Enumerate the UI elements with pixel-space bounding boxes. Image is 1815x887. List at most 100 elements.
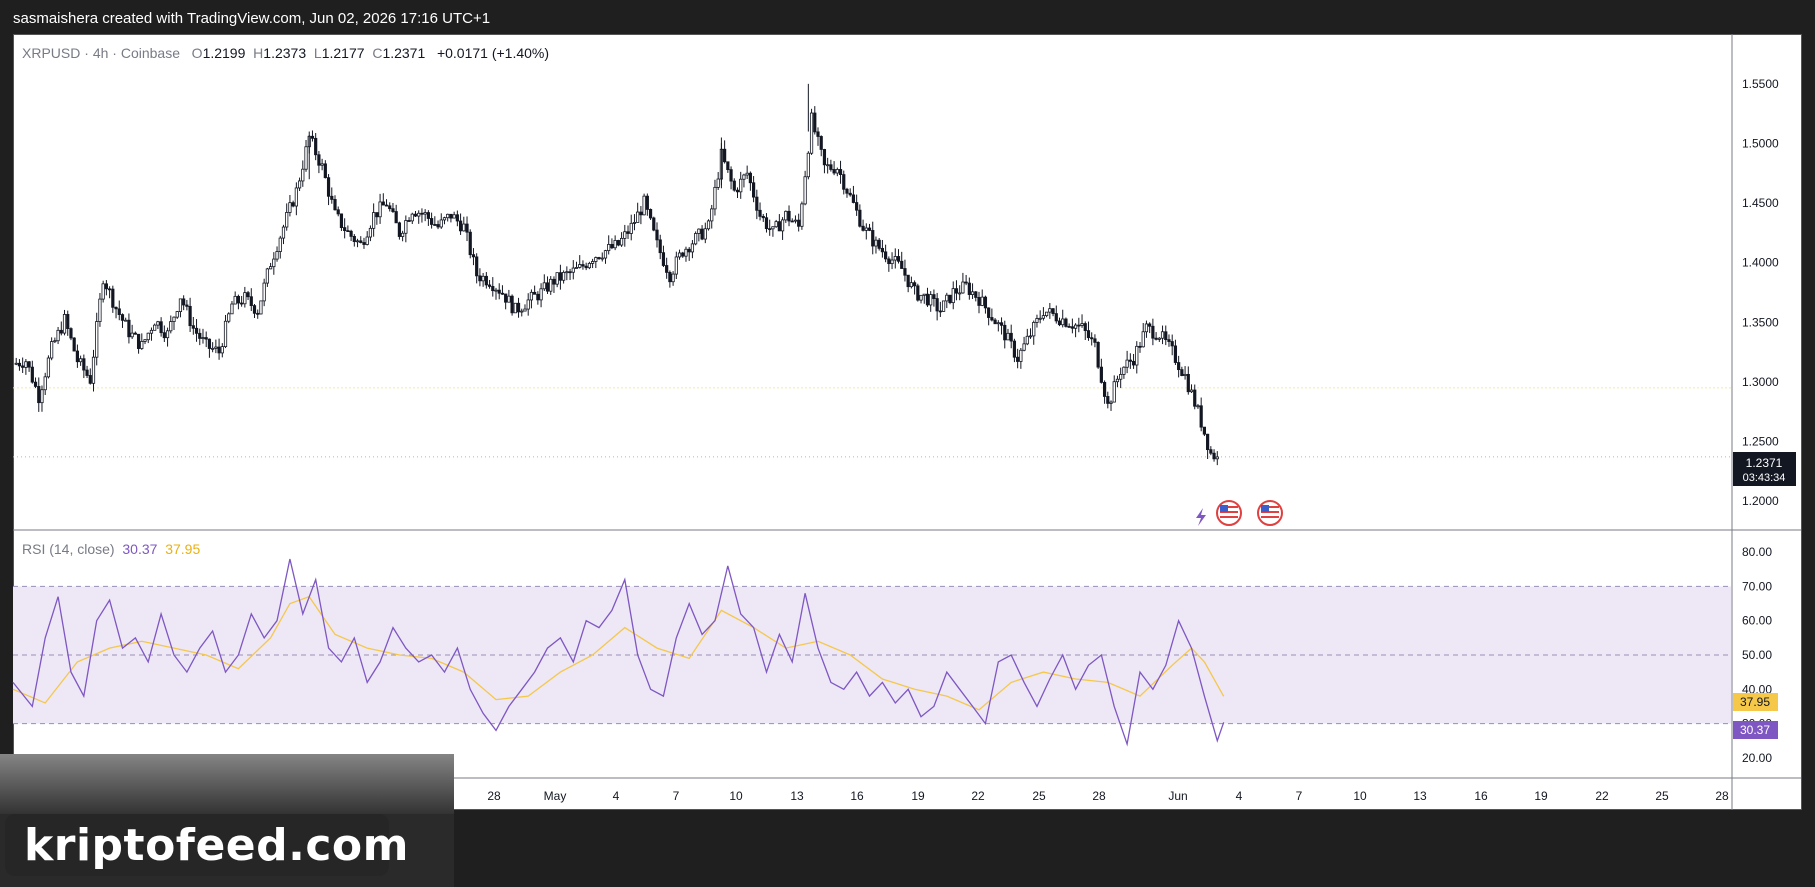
- candle-body: [764, 217, 769, 230]
- candle-body: [82, 358, 86, 371]
- candle-body: [568, 271, 572, 274]
- candle-body: [127, 319, 131, 338]
- candle-body: [581, 264, 585, 267]
- lightning-icon[interactable]: [1196, 508, 1206, 526]
- candle-body: [46, 357, 51, 378]
- candle-body: [858, 209, 862, 227]
- candle-body: [491, 286, 495, 292]
- candle-body: [916, 285, 920, 301]
- candle-body: [774, 221, 778, 228]
- candle-body: [72, 337, 76, 352]
- time-tick-label: 7: [673, 789, 680, 803]
- candle-body: [346, 230, 350, 233]
- candle-body: [536, 293, 540, 301]
- candle-body: [726, 161, 730, 171]
- candle-body: [597, 257, 601, 259]
- time-tick-label: 28: [1092, 789, 1106, 803]
- price-axis: 1.5500 1.5000 1.4500 1.4000 1.3500 1.3000 1.25…: [1742, 77, 1779, 508]
- candle-body: [1177, 362, 1181, 371]
- candle-body: [323, 163, 327, 179]
- candle-body: [1196, 405, 1200, 408]
- candle-body: [864, 227, 868, 231]
- candle-body: [249, 296, 253, 307]
- watermark-fade: [0, 754, 454, 814]
- candle-body: [352, 235, 356, 242]
- candle-body: [1193, 389, 1197, 407]
- candle-body: [784, 210, 788, 221]
- candle-body: [30, 366, 34, 383]
- candle-body: [59, 329, 63, 334]
- price-tick-label: 1.3000: [1742, 375, 1779, 389]
- candle-body: [478, 275, 482, 282]
- candle-body: [146, 332, 150, 341]
- candle-body: [1102, 381, 1107, 397]
- candle-body: [661, 252, 666, 266]
- candle-body: [79, 358, 83, 363]
- symbol-name[interactable]: XRPUSD: [22, 45, 81, 61]
- candle-body: [481, 275, 485, 282]
- candle-body: [27, 361, 31, 368]
- time-tick-label: 16: [1474, 789, 1488, 803]
- candle-body: [207, 338, 212, 349]
- candle-body: [1003, 324, 1007, 341]
- candle-body: [1186, 373, 1190, 393]
- candle-body: [194, 327, 199, 334]
- candle-body: [742, 174, 746, 180]
- candle-body: [948, 294, 952, 304]
- candle-body: [739, 178, 743, 193]
- interval[interactable]: 4h: [92, 45, 109, 61]
- candle-body: [970, 291, 975, 295]
- candle-body: [1167, 339, 1171, 342]
- candle-body: [803, 176, 807, 205]
- candle-body: [938, 310, 942, 313]
- candle-body: [317, 154, 321, 166]
- candle-body: [674, 256, 678, 275]
- candle-body: [1183, 373, 1187, 376]
- candle-body: [645, 195, 649, 210]
- candle-body: [404, 220, 408, 234]
- candle-body: [909, 282, 913, 288]
- candle-body: [211, 347, 215, 350]
- candle-body: [1189, 389, 1194, 393]
- candle-body: [69, 328, 73, 339]
- candle-body: [1157, 337, 1161, 340]
- candle-body: [974, 291, 978, 298]
- candle-body: [178, 298, 183, 312]
- us-flag-event-icon[interactable]: [1257, 500, 1283, 526]
- candle-body: [259, 300, 263, 315]
- candle-body: [1180, 369, 1184, 376]
- candle-body: [1045, 311, 1049, 317]
- candle-body: [1035, 318, 1039, 323]
- candle-body: [288, 202, 292, 213]
- candle-body: [140, 341, 144, 349]
- candle-body: [809, 112, 814, 154]
- candle-body: [1128, 359, 1132, 362]
- candle-body: [732, 180, 736, 191]
- candle-body: [562, 271, 566, 281]
- candle-body: [1119, 374, 1123, 380]
- candle-body: [333, 199, 337, 211]
- candle-body: [227, 313, 231, 322]
- candle-body: [391, 208, 395, 212]
- countdown-value: 03:43:34: [1743, 472, 1786, 484]
- candle-body: [95, 321, 99, 358]
- candle-body: [230, 303, 234, 315]
- price-tick-label: 1.2000: [1742, 494, 1779, 508]
- candle-body: [223, 320, 228, 348]
- candle-body: [861, 225, 865, 231]
- us-flag-event-icon[interactable]: [1216, 500, 1242, 526]
- candle-body: [1067, 326, 1071, 328]
- candle-body: [182, 298, 186, 306]
- candle-body: [587, 262, 591, 269]
- candle-body: [752, 182, 756, 198]
- candle-body: [1083, 323, 1087, 331]
- rsi-ma-value: 37.95: [165, 541, 201, 557]
- candle-body: [613, 240, 617, 249]
- candle-body: [1173, 345, 1178, 363]
- candle-body: [1125, 359, 1129, 368]
- candle-body: [906, 274, 910, 288]
- candle-body: [648, 209, 653, 219]
- rsi-value-badge: 30.37: [1733, 721, 1778, 739]
- rsi-label[interactable]: RSI (14, close): [22, 541, 115, 557]
